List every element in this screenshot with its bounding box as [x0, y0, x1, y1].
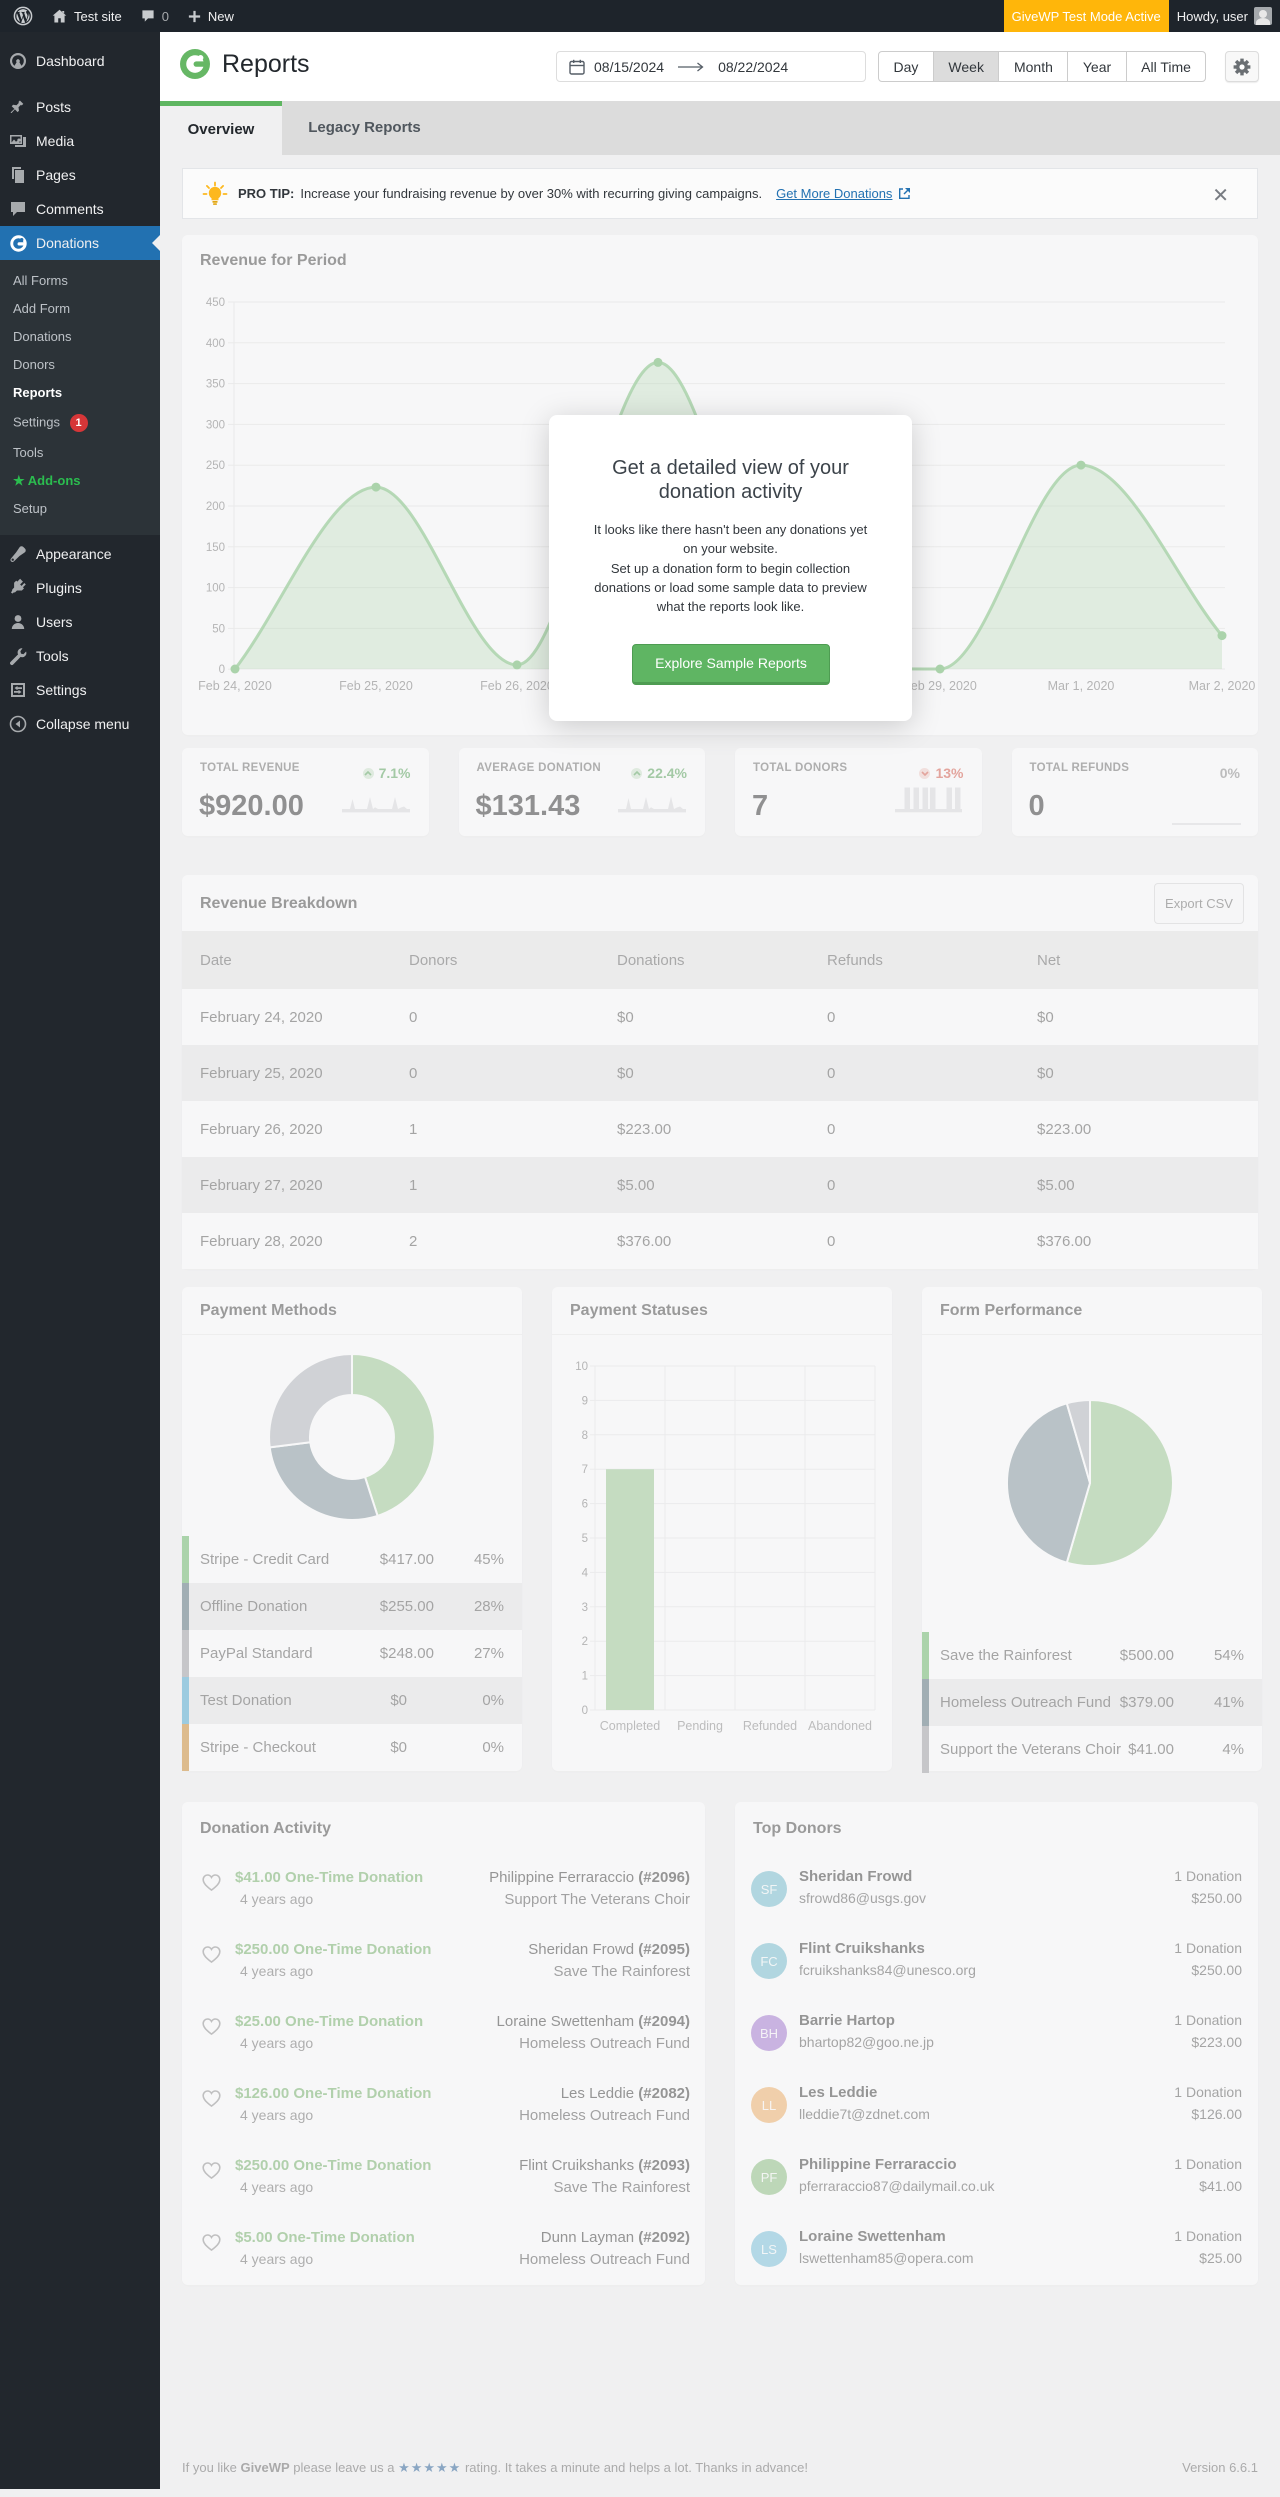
svg-text:350: 350 — [206, 379, 225, 391]
svg-text:250: 250 — [206, 460, 225, 472]
svg-text:Completed: Completed — [600, 1719, 660, 1733]
svg-text:100: 100 — [206, 583, 225, 595]
svg-text:Feb 26, 2020: Feb 26, 2020 — [480, 679, 554, 693]
svg-text:8: 8 — [582, 1430, 588, 1442]
svg-text:Feb 25, 2020: Feb 25, 2020 — [339, 679, 413, 693]
svg-text:Mar 2, 2020: Mar 2, 2020 — [1189, 679, 1256, 693]
svg-text:4: 4 — [582, 1567, 589, 1579]
svg-text:6: 6 — [582, 1499, 588, 1511]
svg-text:0: 0 — [219, 664, 225, 676]
svg-text:300: 300 — [206, 419, 225, 431]
svg-text:400: 400 — [206, 338, 225, 350]
svg-text:Feb 29, 2020: Feb 29, 2020 — [903, 679, 977, 693]
svg-text:450: 450 — [206, 297, 225, 309]
svg-text:Refunded: Refunded — [743, 1719, 797, 1733]
svg-text:150: 150 — [206, 542, 225, 554]
svg-text:Feb 24, 2020: Feb 24, 2020 — [198, 679, 272, 693]
svg-text:Mar 1, 2020: Mar 1, 2020 — [1048, 679, 1115, 693]
svg-text:200: 200 — [206, 501, 225, 513]
svg-text:Pending: Pending — [677, 1719, 723, 1733]
svg-text:3: 3 — [582, 1602, 588, 1614]
svg-text:5: 5 — [582, 1533, 588, 1545]
svg-text:1: 1 — [582, 1671, 588, 1683]
svg-text:2: 2 — [582, 1636, 588, 1648]
svg-text:10: 10 — [575, 1361, 588, 1373]
svg-text:9: 9 — [582, 1395, 588, 1407]
svg-text:7: 7 — [582, 1464, 588, 1476]
svg-text:0: 0 — [582, 1705, 588, 1717]
svg-text:50: 50 — [212, 623, 225, 635]
svg-text:Abandoned: Abandoned — [808, 1719, 872, 1733]
